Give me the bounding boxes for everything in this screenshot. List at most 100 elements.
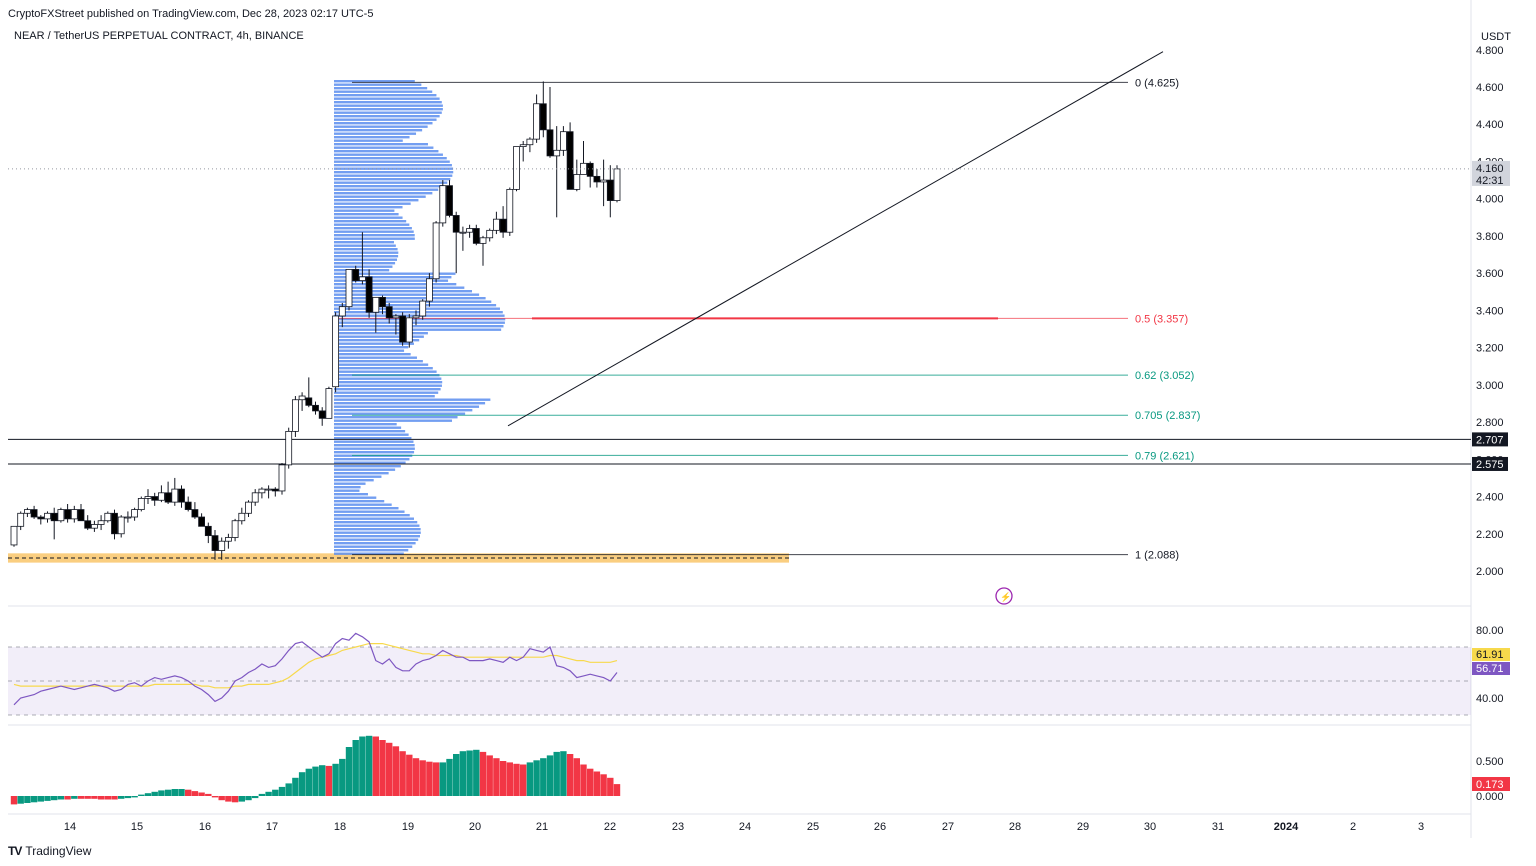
candle-body — [580, 162, 587, 175]
candle-body — [44, 512, 51, 520]
macd-last-value: 0.173 — [1476, 779, 1504, 791]
price-tick-label: 3.600 — [1476, 268, 1504, 280]
candle-body — [459, 231, 467, 234]
candle-body — [251, 492, 259, 503]
candle-body — [606, 179, 614, 201]
bar-countdown: 42:31 — [1476, 175, 1504, 187]
volume-profile-bar — [334, 479, 374, 482]
macd-histogram-bar — [44, 796, 51, 801]
time-tick-label: 14 — [64, 821, 76, 833]
candle-body — [218, 540, 226, 551]
macd-histogram-bar — [406, 754, 413, 796]
candle-body — [84, 520, 92, 529]
candle-body — [358, 276, 366, 282]
volume-profile-bar — [334, 122, 433, 125]
volume-profile-bar — [334, 346, 409, 349]
candle-body — [492, 218, 500, 231]
volume-profile-bar — [334, 328, 502, 331]
volume-profile-bar — [334, 209, 395, 212]
rsi-tick-label: 40.00 — [1476, 693, 1504, 705]
macd-histogram-bar — [64, 796, 71, 800]
candle-body — [385, 306, 393, 319]
candle-body — [245, 501, 252, 514]
volume-profile-bar — [334, 213, 399, 216]
horizontal-level-tag — [1472, 456, 1508, 471]
volume-profile-bar — [334, 262, 396, 265]
lightning-icon — [995, 587, 1013, 605]
volume-profile-bar — [334, 241, 394, 244]
macd-histogram-bar — [419, 760, 426, 796]
fib-level-label: 0.705 (2.837) — [1135, 410, 1200, 422]
volume-profile-bar — [334, 461, 406, 464]
price-tick-label: 4.600 — [1476, 82, 1504, 94]
volume-profile-bar — [334, 409, 473, 412]
macd-histogram-bar — [144, 793, 152, 796]
volume-profile-bar — [334, 486, 361, 489]
macd-histogram-bar — [319, 765, 326, 796]
rsi-tag — [1472, 662, 1510, 675]
trendline — [507, 51, 1164, 427]
candle-body — [124, 516, 132, 519]
candle-body — [164, 492, 172, 503]
time-tick-label: 26 — [874, 821, 886, 833]
candle-body — [332, 315, 340, 388]
volume-profile-bar — [334, 552, 404, 555]
volume-profile-bar — [334, 356, 417, 359]
price-tick-label: 4.000 — [1476, 194, 1504, 206]
volume-profile-bar — [334, 223, 410, 226]
volume-profile-bar — [334, 181, 448, 184]
rsi-value: 56.71 — [1476, 663, 1504, 675]
macd-histogram-bar — [51, 796, 58, 801]
volume-profile-bar — [334, 535, 420, 538]
volume-profile-bar — [334, 342, 414, 345]
volume-profile-bar — [334, 458, 410, 461]
price-tick-label: 3.800 — [1476, 231, 1504, 243]
volume-profile-bar — [334, 132, 417, 135]
volume-profile-bar — [334, 496, 377, 499]
candle-body — [345, 269, 353, 308]
macd-histogram-bar — [459, 751, 467, 796]
volume-profile-bar — [334, 507, 399, 510]
time-tick-label: 2024 — [1274, 821, 1299, 833]
candle-body — [539, 103, 547, 131]
volume-profile-bar — [334, 367, 433, 370]
time-tick-label: 2 — [1350, 821, 1356, 833]
volume-profile-bar — [334, 531, 421, 534]
candle-body — [224, 537, 232, 542]
macd-histogram-bar — [399, 751, 406, 796]
time-tick-label: 29 — [1077, 821, 1089, 833]
candle-body — [305, 397, 313, 406]
volume-profile-bar — [334, 174, 453, 177]
volume-profile-bar — [334, 321, 505, 324]
volume-profile-bar — [334, 160, 450, 163]
volume-profile-bar — [334, 94, 437, 97]
volume-profile-bar — [334, 402, 486, 405]
volume-profile-bar — [334, 269, 390, 272]
volume-profile-bar — [334, 384, 442, 387]
tradingview-brand[interactable]: TV TradingView — [8, 844, 91, 858]
candle-body — [513, 146, 520, 190]
macd-histogram-bar — [10, 796, 18, 805]
candle-body — [91, 524, 98, 529]
macd-histogram-bar — [587, 768, 594, 796]
volume-profile-bar — [334, 510, 405, 513]
volume-profile-bar — [334, 489, 360, 492]
fib-level-label: 0.5 (3.357) — [1135, 313, 1188, 325]
candle-body — [472, 228, 480, 244]
price-tick-label: 2.800 — [1476, 417, 1504, 429]
macd-histogram-bar — [305, 768, 312, 796]
volume-profile-bar — [334, 332, 428, 335]
volume-profile-bar — [334, 426, 402, 429]
candle-body — [546, 129, 554, 157]
macd-histogram-bar — [238, 796, 245, 802]
volume-profile-bar — [334, 500, 385, 503]
candle-body — [352, 269, 360, 282]
volume-profile-bar — [334, 528, 421, 531]
volume-profile-bar — [334, 157, 447, 160]
candle-body — [533, 103, 540, 140]
volume-profile-bar — [334, 115, 440, 118]
candle-body — [191, 509, 199, 518]
publisher-caption: CryptoFXStreet published on TradingView.… — [8, 8, 374, 20]
volume-profile-bar — [334, 472, 389, 475]
